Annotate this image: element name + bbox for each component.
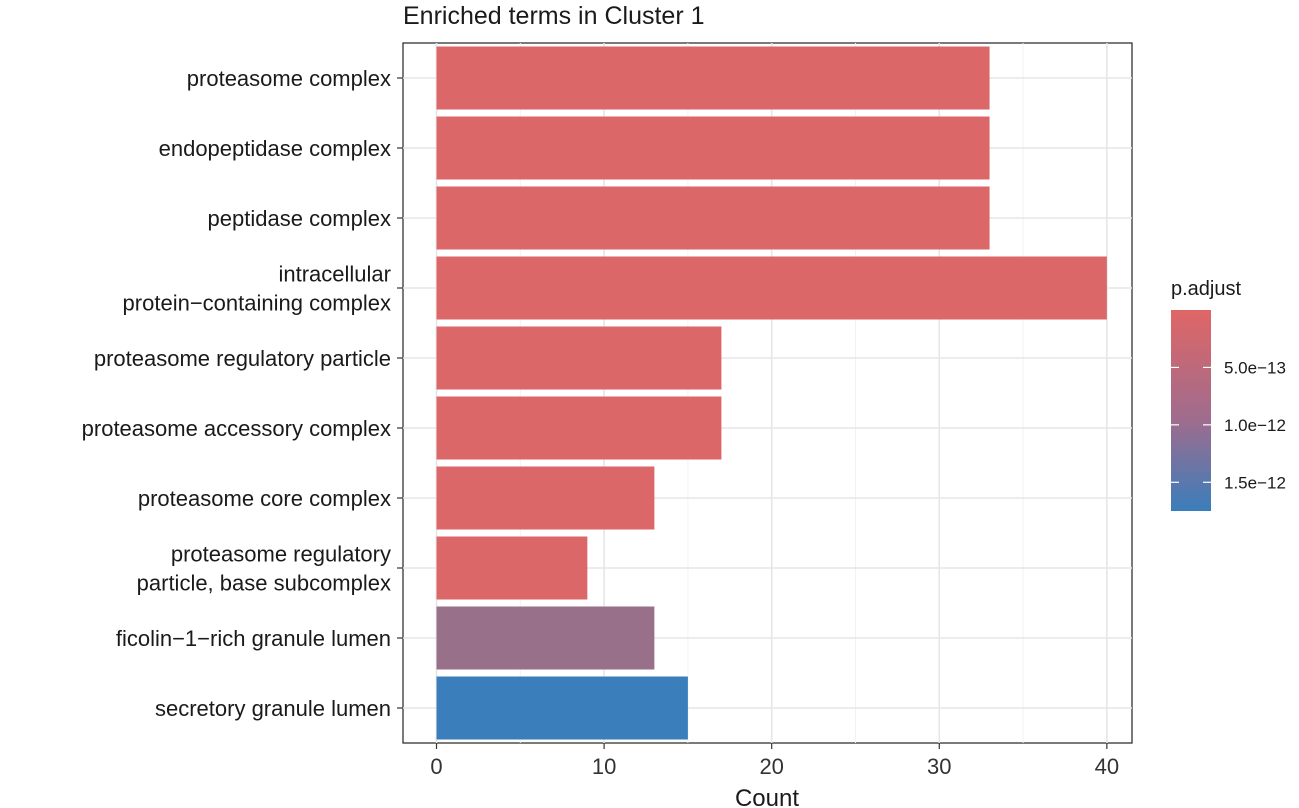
- bar: [436, 466, 655, 530]
- category-label: secretory granule lumen: [155, 696, 391, 721]
- category-label: peptidase complex: [208, 206, 391, 231]
- category-label: proteasome complex: [187, 66, 391, 91]
- category-label: proteasome regulatory particle, base subc…: [137, 542, 391, 596]
- x-tick-label: 30: [927, 754, 951, 779]
- bar: [436, 536, 588, 600]
- category-label: proteasome regulatory particle: [94, 346, 391, 371]
- bar: [436, 676, 688, 740]
- category-labels: proteasome complex endopeptidase complex p…: [82, 66, 403, 721]
- colorbar-tick-label: 1.0e−12: [1224, 416, 1286, 435]
- bar: [436, 186, 990, 250]
- category-label: proteasome core complex: [138, 486, 391, 511]
- bar: [436, 326, 722, 390]
- bar: [436, 256, 1107, 320]
- x-tick-label: 20: [759, 754, 783, 779]
- bar: [436, 396, 722, 460]
- legend-title: p.adjust: [1171, 278, 1241, 300]
- bars: [436, 46, 1107, 740]
- category-label: ficolin−1−rich granule lumen: [116, 626, 391, 651]
- colorbar-ticks: 5.0e−13 1.0e−12 1.5e−12: [1171, 358, 1286, 492]
- x-tick-label: 40: [1095, 754, 1119, 779]
- x-tick-label: 10: [592, 754, 616, 779]
- colorbar-tick-label: 1.5e−12: [1224, 473, 1286, 492]
- category-label: intracellular protein−containing complex: [123, 262, 391, 316]
- category-label: proteasome accessory complex: [82, 416, 391, 441]
- x-axis-ticks: 0 10 20 30 40: [430, 743, 1119, 779]
- colorbar: [1171, 310, 1211, 511]
- category-label: endopeptidase complex: [159, 136, 391, 161]
- x-axis-label: Count: [735, 785, 799, 808]
- bar: [436, 606, 655, 670]
- bar: [436, 46, 990, 110]
- chart-title: Enriched terms in Cluster 1: [403, 2, 705, 30]
- bar: [436, 116, 990, 180]
- x-tick-label: 0: [430, 754, 442, 779]
- colorbar-tick-label: 5.0e−13: [1224, 358, 1286, 377]
